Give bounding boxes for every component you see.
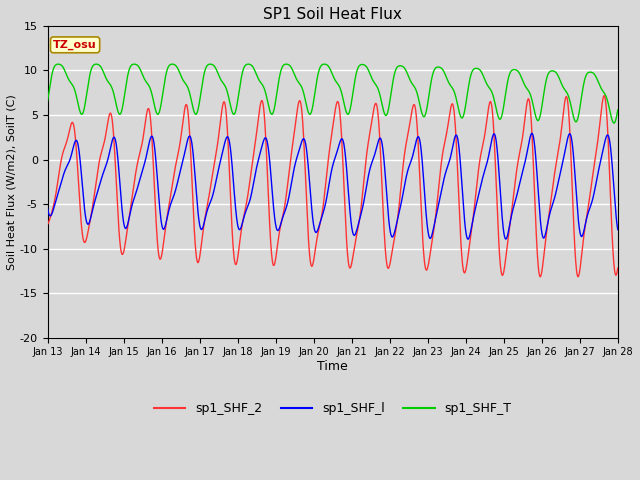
Text: TZ_osu: TZ_osu — [53, 40, 97, 50]
X-axis label: Time: Time — [317, 360, 348, 373]
Legend: sp1_SHF_2, sp1_SHF_l, sp1_SHF_T: sp1_SHF_2, sp1_SHF_l, sp1_SHF_T — [148, 397, 516, 420]
Y-axis label: Soil Heat Flux (W/m2), SoilT (C): Soil Heat Flux (W/m2), SoilT (C) — [7, 94, 17, 270]
Title: SP1 Soil Heat Flux: SP1 Soil Heat Flux — [263, 7, 402, 22]
